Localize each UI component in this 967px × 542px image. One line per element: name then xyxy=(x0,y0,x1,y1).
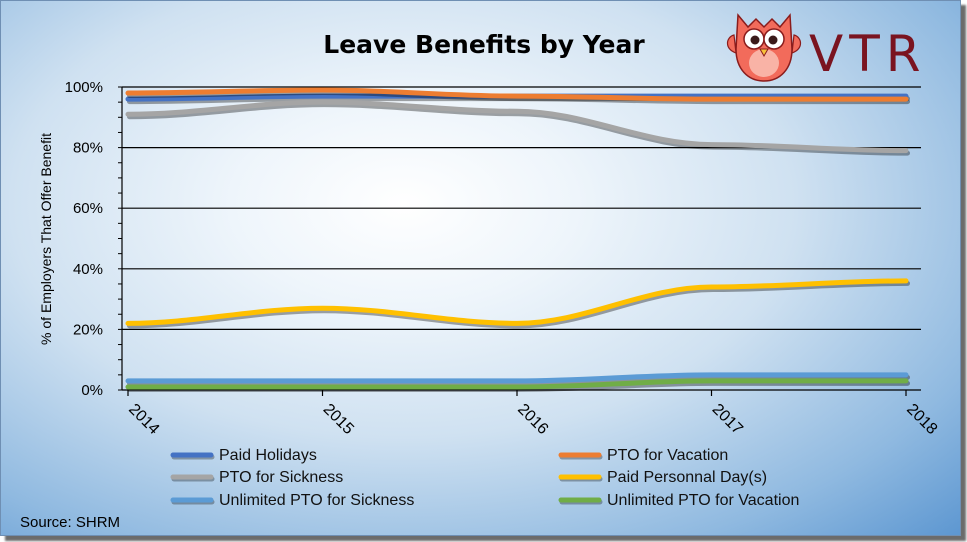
y-tick-label: 100% xyxy=(65,79,103,96)
series-path xyxy=(125,372,909,384)
series-lines xyxy=(125,87,910,392)
x-tick-label: 2014 xyxy=(125,401,162,438)
x-tick-label: 2018 xyxy=(903,401,940,438)
x-tick-label: 2017 xyxy=(709,401,746,438)
series-line xyxy=(125,87,910,105)
y-tick-label: 0% xyxy=(81,382,103,399)
legend-label: Paid Holidays xyxy=(219,447,317,464)
y-tick-label: 20% xyxy=(73,321,103,338)
y-axis-label: % of Employers That Offer Benefit xyxy=(38,133,54,345)
legend-item: PTO for Vacation xyxy=(558,447,728,464)
y-tick-label: 40% xyxy=(73,261,103,278)
y-tick-label: 60% xyxy=(73,200,103,217)
legend-item: PTO for Sickness xyxy=(170,469,343,486)
legend-item: Unlimited PTO for Vacation xyxy=(558,492,799,509)
x-tick-label: 2016 xyxy=(514,401,551,438)
legend-label: PTO for Sickness xyxy=(219,469,343,486)
legend-label: Unlimited PTO for Sickness xyxy=(219,492,414,509)
series-line xyxy=(125,278,910,329)
legend-label: Unlimited PTO for Vacation xyxy=(607,492,799,509)
gridlines xyxy=(118,86,921,396)
series-path xyxy=(125,87,909,102)
legend-item: Paid Holidays xyxy=(170,447,317,464)
series-line xyxy=(125,372,910,386)
legend-label: PTO for Vacation xyxy=(607,447,728,464)
brand-logo-text: VTR xyxy=(809,25,927,83)
series-path xyxy=(125,378,909,390)
series-path xyxy=(125,99,909,154)
chart-title: Leave Benefits by Year xyxy=(323,30,645,59)
legend-item: Paid Personnal Day(s) xyxy=(558,469,767,486)
series-line xyxy=(125,378,910,392)
legend-label: Paid Personnal Day(s) xyxy=(607,469,767,486)
x-tick-label: 2015 xyxy=(320,401,357,438)
y-axis-ticks: 0% 20% 40% 60% 80% 100% xyxy=(65,79,103,399)
series-line xyxy=(125,99,910,156)
legend: Paid Holidays PTO for Vacation PTO for Sic… xyxy=(170,447,799,509)
x-axis-ticks: 2014 2015 2016 2017 2018 xyxy=(125,401,940,438)
series-path xyxy=(125,278,909,326)
source-note: Source: SHRM xyxy=(20,514,120,531)
y-tick-label: 80% xyxy=(73,140,103,157)
owl-icon xyxy=(726,13,802,82)
legend-item: Unlimited PTO for Sickness xyxy=(170,492,414,509)
